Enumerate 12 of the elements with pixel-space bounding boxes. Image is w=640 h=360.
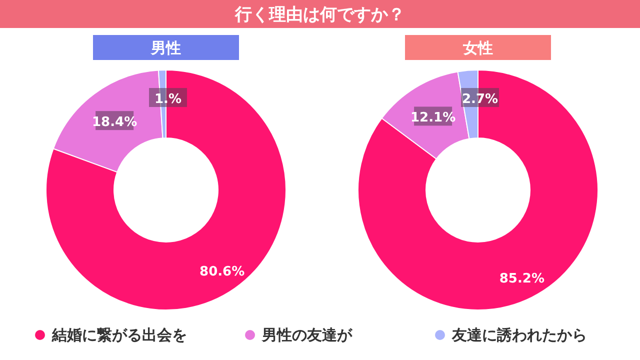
chart-title: 男性 xyxy=(150,39,181,57)
data-label: 2.7% xyxy=(462,92,498,107)
data-label: 80.6% xyxy=(200,264,245,280)
legend-label: 友達に誘われたから xyxy=(451,326,587,344)
legend-label: 結婚に繋がる出会を xyxy=(51,326,187,344)
chart-title: 女性 xyxy=(462,39,493,57)
data-label: 18.4% xyxy=(92,115,138,130)
legend-label: 男性の友達が xyxy=(261,326,353,344)
data-label: 1.% xyxy=(154,92,182,107)
text: 行く理由は何ですか？ xyxy=(234,5,405,25)
data-label: 85.2% xyxy=(499,272,544,287)
data-label: 12.1% xyxy=(410,110,456,126)
